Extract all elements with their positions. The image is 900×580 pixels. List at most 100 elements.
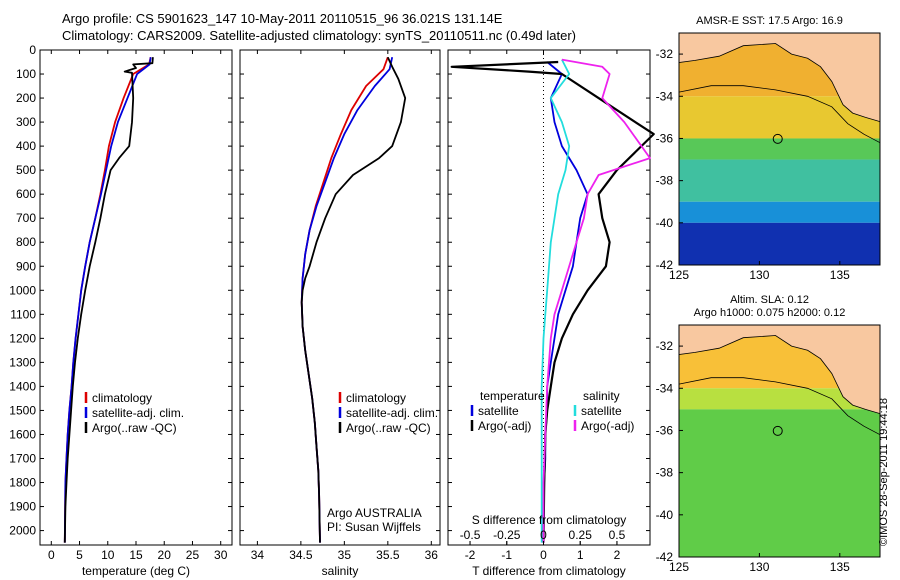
depth-tick-label: 300 [16, 115, 36, 129]
series-line-temperature-argo-adj- [450, 60, 655, 543]
sst-map-xtick-label: 135 [830, 268, 850, 282]
salinity-xtick-label: 34.5 [289, 548, 313, 562]
temperature-xtick-label: 0 [48, 548, 55, 562]
difference-xtick-label: 0 [540, 548, 547, 562]
depth-tick-label: 1500 [9, 403, 36, 417]
temperature-xtick-label: 15 [129, 548, 143, 562]
salinity-xtick-label: 35 [338, 548, 352, 562]
pi-annotation: PI: Susan Wijffels [327, 520, 421, 534]
diff-legend-entry-label: satellite [581, 404, 622, 418]
difference-xlabel: T difference from climatology [472, 564, 626, 578]
difference-xtick-label: -2 [465, 548, 476, 562]
temperature-xlabel: temperature (deg C) [82, 564, 190, 578]
sla-map-xtick-label: 135 [830, 560, 850, 574]
s-tick-label: 0 [540, 528, 547, 542]
sst-map-band [679, 159, 880, 202]
watermark-text: ©IMOS 28-Sep-2011 19:44:18 [878, 398, 890, 546]
sst-map-ytick-label: -36 [656, 131, 674, 145]
series-line-salinity-argo-adj- [542, 58, 651, 543]
depth-tick-label: 1700 [9, 451, 36, 465]
sst-map-frame [678, 32, 881, 266]
salinity-frame [239, 49, 441, 546]
legend-header-temperature: temperature [480, 389, 545, 403]
sst-map-ytick-label: -34 [656, 89, 674, 103]
sst-map-contour [678, 85, 881, 144]
salinity-xtick-label: 36 [425, 548, 439, 562]
sla-map-ytick-label: -32 [656, 339, 674, 353]
depth-tick-label: 900 [16, 259, 36, 273]
sla-map-title: Argo h1000: 0.075 h2000: 0.12 [694, 307, 846, 319]
sst-map-band [679, 138, 880, 160]
salinity-xtick-label: 35.5 [376, 548, 400, 562]
sst-map-title: AMSR-E SST: 17.5 Argo: 16.9 [696, 15, 843, 27]
s-tick-label: -0.25 [493, 528, 521, 542]
temp-legend-entry-label: climatology [92, 391, 152, 405]
depth-tick-label: 1400 [9, 379, 36, 393]
sst-map-band [679, 201, 880, 223]
sla-map-xtick-label: 130 [749, 560, 769, 574]
temperature-xtick-label: 25 [186, 548, 200, 562]
depth-tick-label: 600 [16, 187, 36, 201]
difference-s-xlabel: S difference from climatology [472, 513, 627, 527]
salinity-xlabel: salinity [322, 564, 359, 578]
sla-map-ytick-label: -36 [656, 423, 674, 437]
salinity-xtick-label: 34 [251, 548, 265, 562]
depth-tick-label: 200 [16, 91, 36, 105]
depth-tick-label: 400 [16, 139, 36, 153]
sal-legend-entry-label: satellite-adj. clim. [346, 406, 438, 420]
sla-map-band [679, 388, 880, 410]
depth-tick-label: 2000 [9, 524, 36, 538]
series-line-satellite-adj-clim- [63, 57, 152, 543]
sla-map-title: Altim. SLA: 0.12 [730, 294, 809, 306]
s-tick-label: -0.5 [460, 528, 481, 542]
sla-map-band [679, 409, 880, 557]
sst-map-panel: 125 130 135 -32 -34 -36 -38 -40 -42 AMSR-E SST: 1… [656, 15, 881, 282]
legend-header-salinity: salinity [583, 389, 620, 403]
sla-map-argo-marker [772, 425, 783, 436]
difference-frame [447, 49, 651, 546]
temperature-panel: 0 5 10 15 20 25 300100200300400500600700800900… [9, 43, 233, 578]
series-line-salinity-satellite [540, 59, 571, 543]
depth-tick-label: 1800 [9, 476, 36, 490]
sla-map-frame [678, 324, 881, 558]
sst-map-argo-marker [772, 133, 783, 144]
difference-xtick-label: 2 [614, 548, 621, 562]
depth-tick-label: 1600 [9, 427, 36, 441]
s-tick-label: 0.25 [569, 528, 593, 542]
difference-panel: T difference from climatology -2 -1 0 1 2 S di… [447, 49, 655, 578]
sal-legend-entry-label: climatology [346, 391, 406, 405]
temperature-xtick-label: 10 [101, 548, 115, 562]
s-tick-label: 0.5 [609, 528, 626, 542]
temperature-xtick-label: 30 [214, 548, 228, 562]
diff-legend-entry-label: Argo(-adj) [581, 419, 634, 433]
depth-tick-label: 1300 [9, 355, 36, 369]
sla-map-panel: 125 130 135 -32 -34 -36 -38 -40 -42 Altim. SLA: 0… [656, 294, 881, 574]
sla-map-ytick-label: -40 [656, 508, 674, 522]
temp-legend-entry-label: satellite-adj. clim. [92, 406, 184, 420]
depth-tick-label: 800 [16, 235, 36, 249]
sla-map-ytick-label: -38 [656, 466, 674, 480]
sst-map-ytick-label: -38 [656, 174, 674, 188]
sst-map-ytick-label: -32 [656, 47, 674, 61]
sst-map-ytick-label: -42 [656, 258, 674, 272]
depth-tick-label: 100 [16, 67, 36, 81]
difference-xtick-label: 1 [577, 548, 584, 562]
sst-map-xtick-label: 125 [669, 268, 689, 282]
salinity-panel: 34 34.5 35 35.5 36 salinity climatologysatelli… [239, 49, 441, 578]
diff-legend-entry-label: satellite [478, 404, 519, 418]
depth-tick-label: 500 [16, 163, 36, 177]
sla-map-land [678, 324, 881, 415]
depth-tick-label: 1000 [9, 283, 36, 297]
argo-australia-annotation: Argo AUSTRALIA [327, 506, 422, 520]
depth-tick-label: 1200 [9, 331, 36, 345]
diff-legend-entry-label: Argo(-adj) [478, 419, 531, 433]
sla-map-ytick-label: -34 [656, 381, 674, 395]
header-line-1: Argo profile: CS 5901623_147 10-May-2011… [62, 11, 503, 26]
series-line-argo-raw-qc- [300, 56, 407, 543]
series-line-argo-raw-qc- [63, 57, 154, 543]
figure-header: Argo profile: CS 5901623_147 10-May-2011… [62, 10, 576, 44]
sst-map-land [678, 32, 881, 123]
sst-map-band [679, 222, 880, 265]
